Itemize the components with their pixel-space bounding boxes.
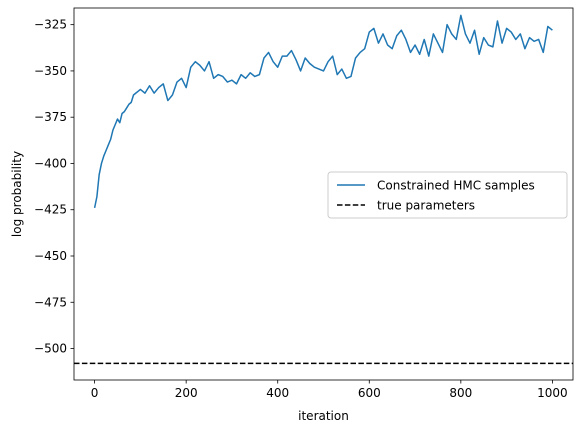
y-tick-label: −475 xyxy=(34,295,67,309)
y-tick-label: −325 xyxy=(34,18,67,32)
series-line-constrained-hmc-samples xyxy=(93,14,553,209)
y-tick-label: −450 xyxy=(34,249,67,263)
y-tick-label: −400 xyxy=(34,156,67,170)
legend-label: true parameters xyxy=(377,199,475,213)
x-tick-label: 400 xyxy=(266,386,289,400)
axes xyxy=(73,7,574,381)
y-axis-label: log probability xyxy=(10,151,24,237)
y-tick-label: −350 xyxy=(34,64,67,78)
ticks: 0 200 400 600 800 1000 −325 −350 −375 −400 −425 −45… xyxy=(34,18,568,400)
x-tick-label: 200 xyxy=(175,386,198,400)
x-tick-label: 800 xyxy=(449,386,472,400)
y-tick-label: −500 xyxy=(34,342,67,356)
legend-label: Constrained HMC samples xyxy=(377,179,535,193)
x-tick-label: 1000 xyxy=(537,386,568,400)
plot-frame xyxy=(73,7,574,381)
x-tick-label: 600 xyxy=(358,386,381,400)
legend-box xyxy=(327,171,568,219)
y-tick-label: −375 xyxy=(34,110,67,124)
x-axis-label: iteration xyxy=(298,409,349,423)
series-layer xyxy=(74,14,573,365)
y-tick-label: −425 xyxy=(34,203,67,217)
x-tick-label: 0 xyxy=(91,386,99,400)
legend: Constrained HMC samples true parameters xyxy=(327,171,568,219)
